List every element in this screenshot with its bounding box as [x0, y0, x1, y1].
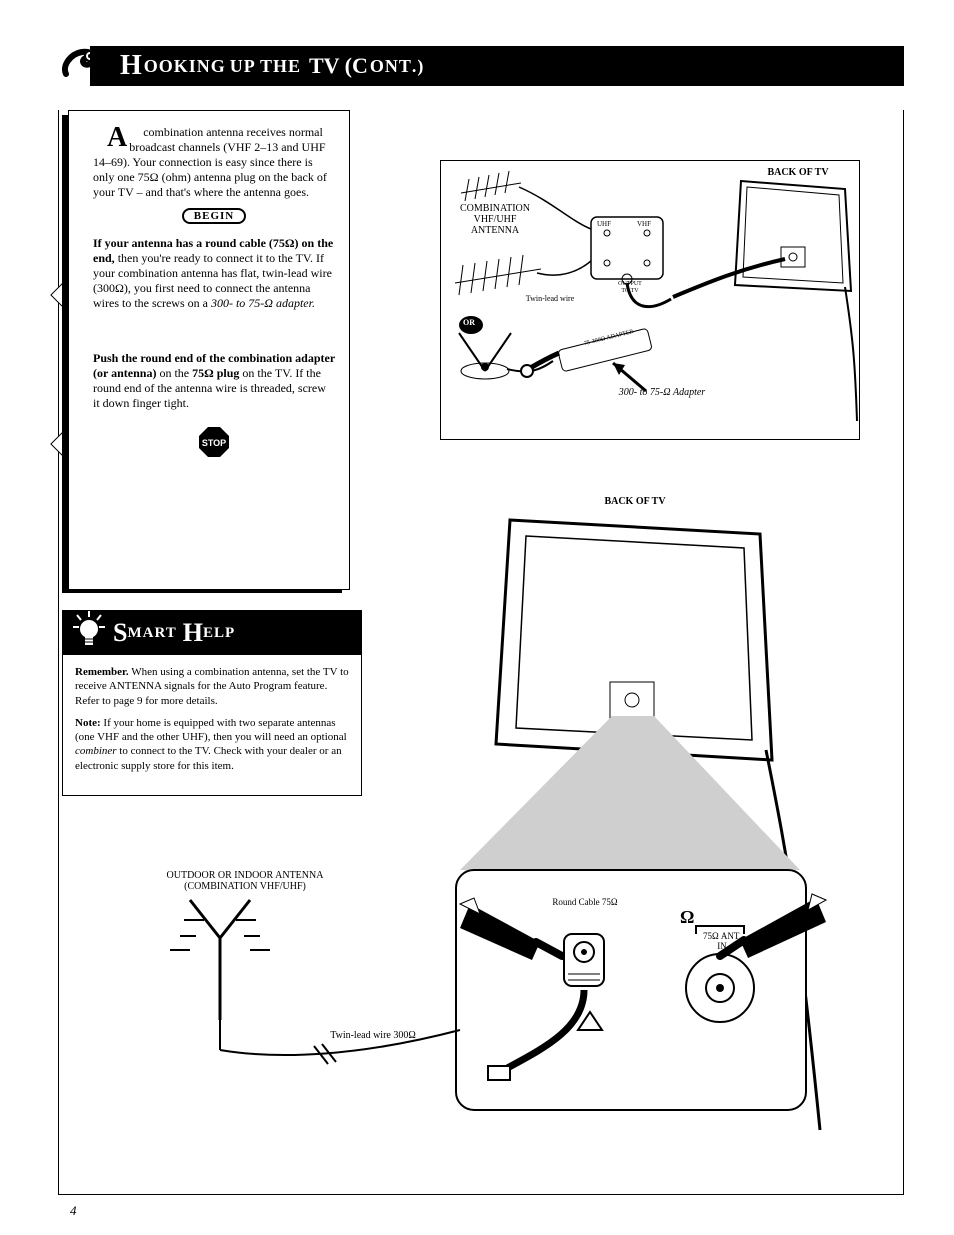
back-of-tv-label: BACK OF TV [753, 167, 843, 178]
twinlead-label: Twin-lead wire [525, 295, 575, 304]
step2-b: on the [159, 366, 192, 380]
combo-label: COMBINATION VHF/UHF ANTENNA [455, 203, 535, 236]
tv-back-icon-small [673, 181, 857, 421]
help-p1-lead: Remember. [75, 666, 129, 678]
header-paren: .) [412, 56, 425, 77]
header-ont: ONT [370, 56, 412, 77]
uhf-label: UHF [597, 221, 611, 229]
lead-dropcap: A [93, 125, 127, 150]
step-2: Push the round end of the combination ad… [93, 351, 335, 411]
begin-badge: BEGIN [182, 208, 246, 224]
page: H OOKING UP THE TV (C ONT .) 1 2 A combi… [0, 0, 954, 1235]
header-bar: H OOKING UP THE TV (C ONT .) [50, 46, 904, 86]
step-1: If your antenna has a round cable (75Ω) … [93, 236, 335, 311]
header-upthe: UP THE [230, 56, 301, 77]
lightbulb-icon [69, 609, 109, 661]
or-label: OR [463, 319, 475, 328]
page-number: 4 [70, 1203, 77, 1219]
lead-text: combination antenna receives normal broa… [93, 125, 327, 199]
help-p2-c: combiner [75, 745, 117, 757]
stop-icon: STOP [197, 425, 231, 459]
antenna-rabbit-icon [459, 333, 511, 379]
vhf-label: VHF [637, 221, 651, 229]
help-s: S [113, 618, 127, 648]
help-p2-lead: Note: [75, 717, 101, 729]
antenna-yagi2-icon [455, 255, 541, 295]
output-label: OUTPUT TO TV [615, 281, 645, 294]
adapter-arrow-label: 300- to 75-Ω Adapter [617, 387, 707, 398]
header-tv: TV (C [309, 53, 368, 79]
figure-bottom: BACK OF TV Round Cable 75Ω OUTDOOR OR IN… [160, 490, 880, 1140]
ohm-symbol: Ω [680, 908, 694, 928]
svg-text:STOP: STOP [202, 438, 226, 448]
header-ooking: OOKING [144, 56, 226, 77]
round-cable-label: Round Cable 75Ω [550, 898, 620, 908]
lead-paragraph: A combination antenna receives normal br… [93, 125, 335, 200]
back-of-tv-label-2: BACK OF TV [590, 496, 680, 507]
antin-label: 75Ω ANT. IN [702, 932, 742, 952]
figure-top-box: COMBINATION VHF/UHF ANTENNA OR 75-300Ω A… [440, 160, 860, 440]
step2-c: 75Ω plug [192, 366, 239, 380]
outdoor-antenna-label: OUTDOOR OR INDOOR ANTENNA (COMBINATION V… [160, 870, 330, 892]
twinlead-label-2: Twin-lead wire 300Ω [318, 1030, 428, 1041]
header-title-bar: H OOKING UP THE TV (C ONT .) [90, 46, 904, 86]
stop-wrap: STOP [93, 425, 335, 459]
antenna-yagi-icon [461, 171, 521, 201]
header-h: H [120, 50, 142, 82]
begin-badge-wrap: BEGIN [93, 208, 335, 224]
step1-italic: 300- to 75-Ω adapter. [211, 296, 315, 310]
